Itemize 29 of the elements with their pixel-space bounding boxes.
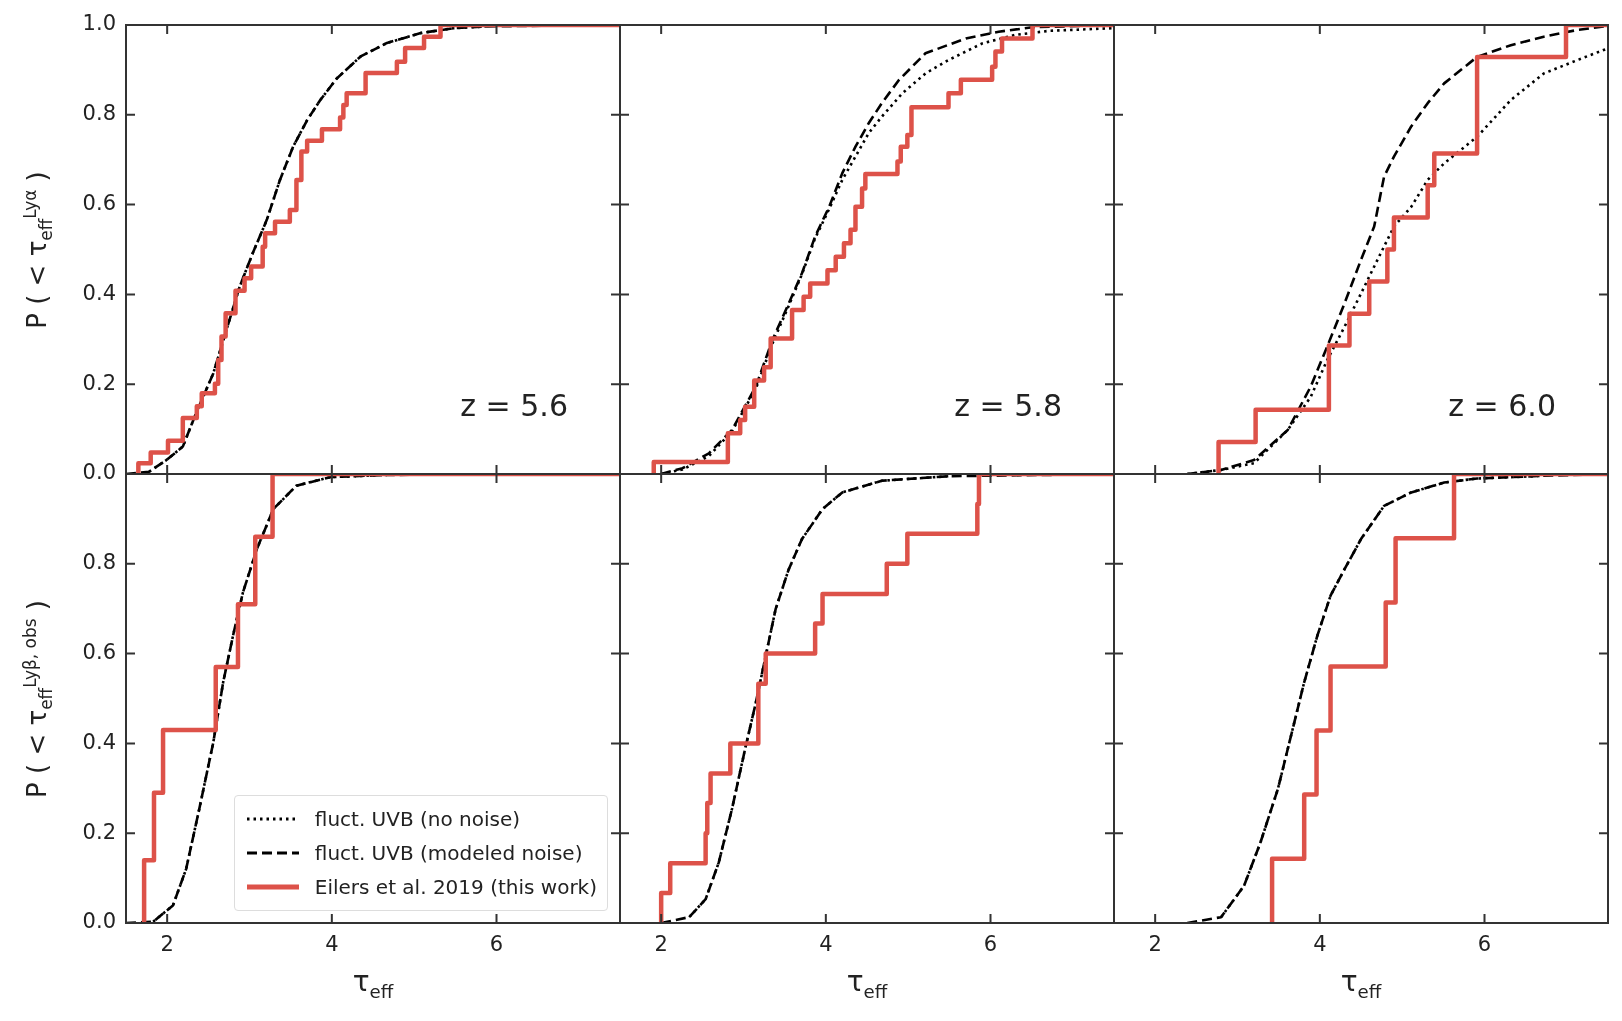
x-tick-label: 2: [654, 932, 668, 957]
y-tick-label: 0.2: [82, 819, 116, 844]
y-tick-label: 0.2: [82, 370, 116, 395]
x-tick-label: 2: [1148, 932, 1162, 957]
x-axis-title: τ$_{eff}$: [352, 965, 394, 1002]
legend-label: Eilers et al. 2019 (this work): [314, 875, 597, 899]
legend-label: fluct. UVB (no noise): [314, 807, 521, 831]
x-tick-label: 6: [1477, 932, 1492, 957]
x-tick-label: 4: [325, 932, 339, 957]
y-tick-label: 0.0: [82, 909, 116, 934]
x-tick-label: 6: [983, 932, 998, 957]
y-tick-label: 0.8: [82, 550, 116, 575]
x-tick-label: 6: [489, 932, 504, 957]
x-tick-label: 2: [160, 932, 174, 957]
y-tick-label: 0.4: [82, 729, 116, 754]
x-axis-title: τ$_{eff}$: [846, 965, 888, 1002]
annotation: z = 5.8: [954, 388, 1062, 423]
legend-label: fluct. UVB (modeled noise): [314, 841, 583, 865]
x-tick-label: 4: [1313, 932, 1327, 957]
y-tick-label: 0.8: [82, 101, 116, 126]
y-tick-label: 0.0: [82, 460, 116, 485]
annotation: z = 5.6: [460, 388, 568, 423]
y-tick-label: 0.6: [82, 191, 116, 216]
y-tick-label: 0.6: [82, 640, 116, 665]
annotation: z = 6.0: [1448, 388, 1556, 423]
y-tick-label: 0.4: [82, 280, 116, 305]
y-tick-label: 1.0: [82, 11, 116, 36]
x-axis-title: τ$_{eff}$: [1340, 965, 1382, 1002]
x-tick-label: 4: [819, 932, 833, 957]
